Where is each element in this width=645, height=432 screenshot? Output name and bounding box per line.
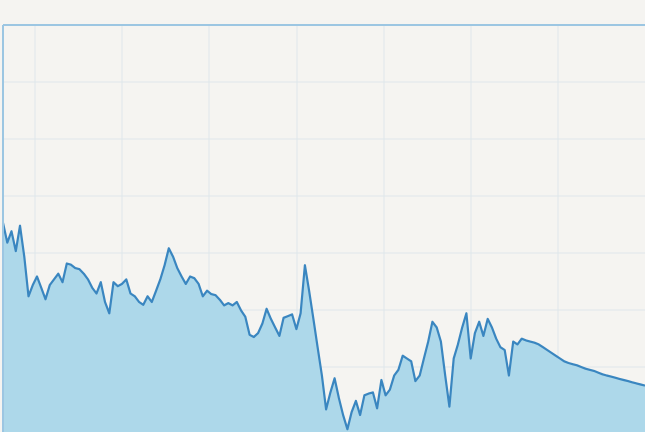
series-line [1, 222, 645, 431]
area-fill [3, 222, 645, 432]
